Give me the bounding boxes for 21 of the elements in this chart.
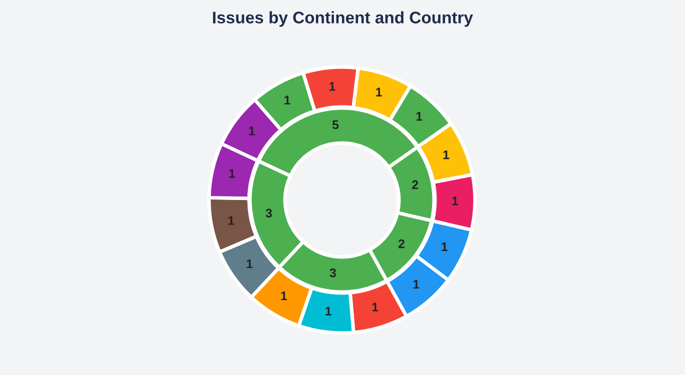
data-label: 1 [416, 112, 422, 121]
data-label: 1 [372, 302, 378, 312]
data-label: 1 [284, 96, 290, 104]
data-label: 1 [443, 150, 450, 160]
data-label: 1 [281, 291, 287, 300]
data-label: 3 [266, 208, 272, 218]
data-label: 3 [330, 268, 336, 278]
data-label: 1 [413, 280, 420, 289]
data-label: 1 [326, 306, 332, 316]
data-label: 1 [329, 82, 336, 91]
data-label: 1 [452, 196, 458, 206]
data-label: 1 [228, 216, 234, 225]
data-label: 1 [246, 259, 253, 268]
data-label: 1 [442, 242, 448, 251]
chart-title: Issues by Continent and Country [213, 11, 473, 27]
data-label: 1 [249, 126, 255, 136]
data-label: 2 [412, 180, 418, 190]
data-label: 5 [332, 120, 339, 130]
data-label: 2 [398, 239, 404, 248]
data-label: 1 [229, 169, 236, 178]
data-label: 1 [376, 88, 382, 96]
